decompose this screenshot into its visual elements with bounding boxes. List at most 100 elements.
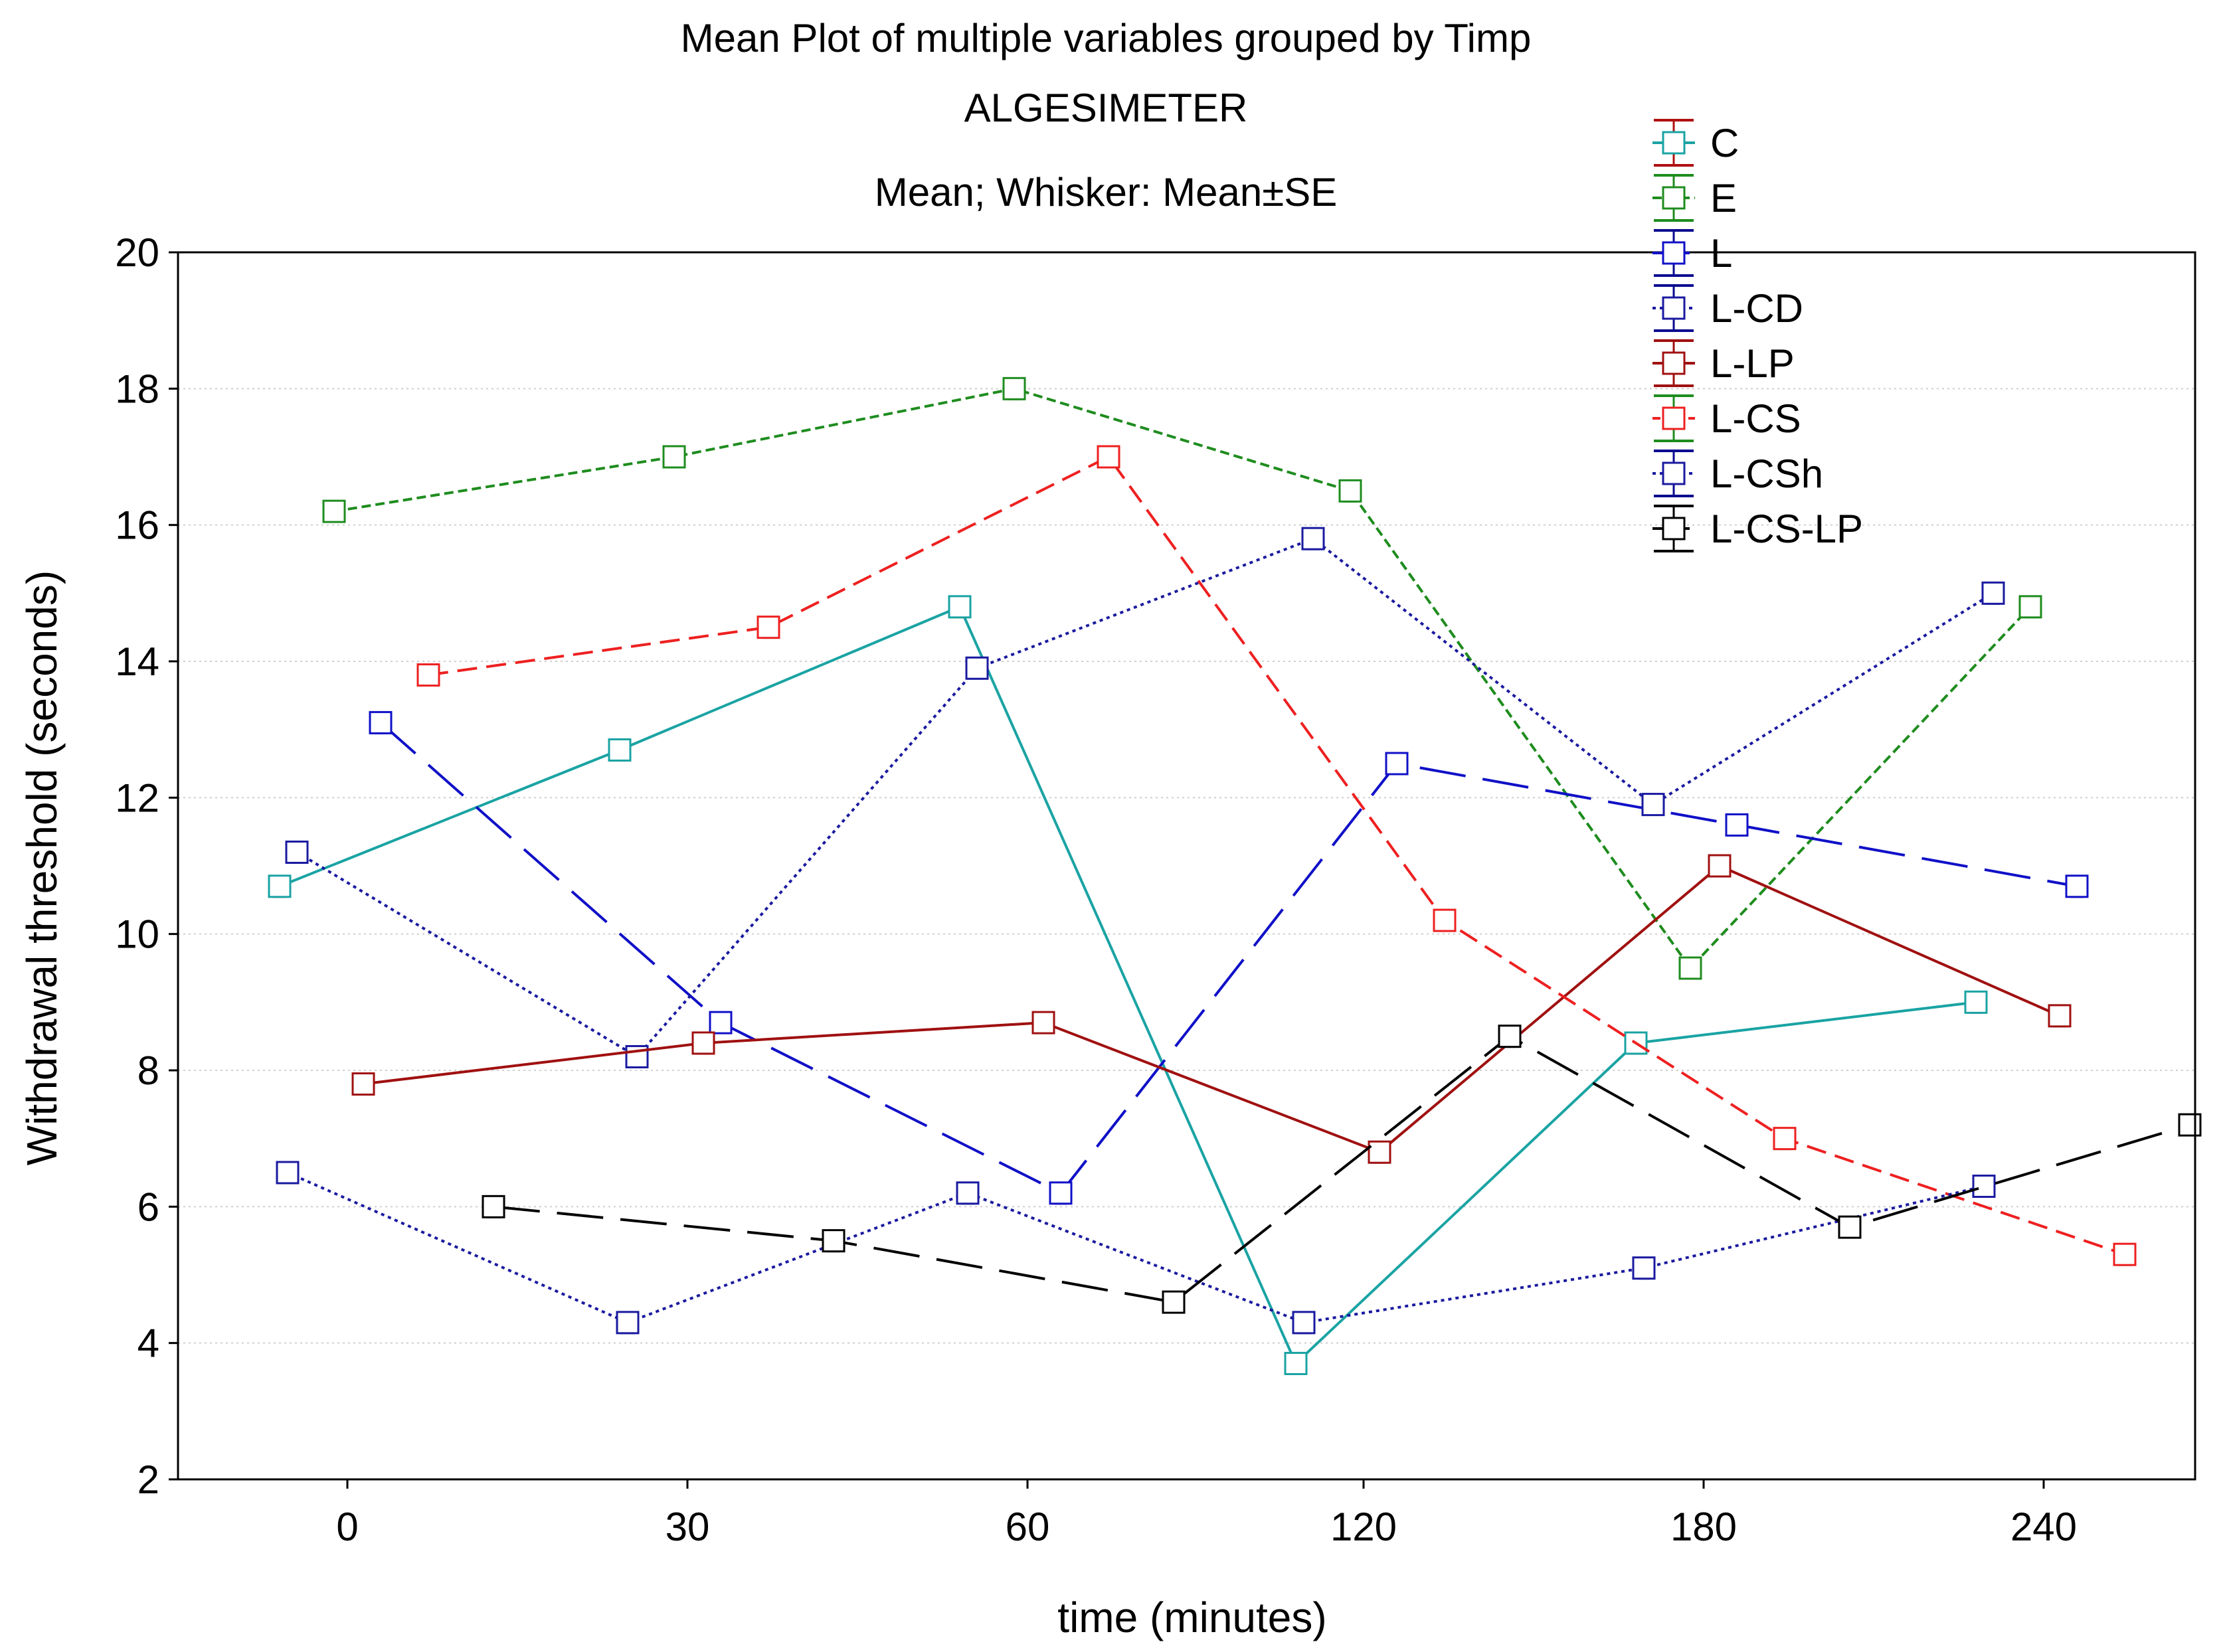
y-tick-label: 16: [115, 503, 159, 548]
x-axis-label: time (minutes): [1057, 1594, 1326, 1641]
legend-label: L-CS: [1710, 396, 1801, 441]
data-point: [1301, 527, 1325, 550]
series-e: [322, 376, 2042, 980]
data-point: [285, 840, 309, 864]
data-point: [1049, 1181, 1073, 1205]
x-tick-label: 240: [2010, 1505, 2077, 1549]
legend-item-l-cs: L-CS: [1652, 394, 1801, 442]
data-point: [1162, 1290, 1186, 1314]
legend-marker: [1662, 406, 1686, 430]
data-point: [1725, 813, 1749, 837]
legend-marker: [1662, 461, 1686, 485]
data-point: [482, 1195, 505, 1218]
axes: 2 4 6 8 10 12 14 16 18 20 0 30 60 120 180 240: [115, 230, 2196, 1549]
legend-item-e: E: [1652, 174, 1737, 222]
y-tick-label: 20: [115, 230, 159, 275]
series-c: [268, 595, 1988, 1375]
data-point: [822, 1229, 846, 1253]
legend-item-l-cs-lp: L-CS-LP: [1652, 505, 1863, 552]
data-point: [2048, 1004, 2072, 1028]
data-point: [1981, 581, 2005, 605]
data-point: [268, 874, 292, 898]
x-tick-label: 30: [666, 1505, 710, 1549]
series-lines: [268, 376, 2202, 1375]
series-line: [493, 1034, 2190, 1304]
data-point: [1498, 1025, 1522, 1048]
data-point: [608, 738, 632, 762]
data-point: [948, 595, 972, 619]
legend-marker: [1662, 241, 1686, 265]
y-tick-label: 10: [115, 912, 159, 957]
chart-subtitle: ALGESIMETER: [964, 86, 1248, 130]
data-point: [1284, 1351, 1308, 1375]
chart-title: Mean Plot of multiple variables grouped …: [681, 16, 1532, 60]
series-line: [333, 387, 2032, 971]
series-l-cs-lp: [482, 1025, 2202, 1314]
data-point: [956, 1181, 980, 1205]
data-point: [1972, 1175, 1996, 1198]
data-point: [1708, 854, 1732, 878]
data-point: [1338, 479, 1362, 503]
series-line: [296, 537, 1995, 1059]
data-point: [1031, 1011, 1055, 1034]
series-l-csh: [276, 1161, 1996, 1335]
y-tick-label: 8: [137, 1048, 159, 1093]
legend-marker: [1662, 186, 1686, 210]
grid-lines: [178, 388, 2195, 1344]
legend-item-l-csh: L-CSh: [1652, 450, 1823, 497]
data-point: [1097, 445, 1120, 469]
data-point: [1773, 1127, 1797, 1151]
series-l-cs: [416, 445, 2137, 1266]
data-point: [709, 1011, 733, 1034]
data-point: [1632, 1256, 1656, 1280]
data-point: [1292, 1311, 1316, 1335]
data-point: [1678, 956, 1702, 980]
y-tick-label: 14: [115, 639, 159, 684]
data-point: [2113, 1242, 2137, 1266]
y-tick-label: 18: [115, 367, 159, 411]
series-line: [279, 605, 1977, 1366]
chart-subtitle-2: Mean; Whisker: Mean±SE: [875, 170, 1338, 214]
data-point: [416, 663, 440, 687]
data-point: [1433, 908, 1457, 932]
data-point: [662, 445, 686, 469]
y-tick-label: 2: [137, 1457, 159, 1502]
series-l-lp: [351, 854, 2072, 1164]
data-point: [1368, 1140, 1391, 1164]
plot-frame: [177, 251, 2196, 1481]
legend-label: L-LP: [1710, 341, 1795, 386]
data-point: [1641, 793, 1665, 817]
data-point: [276, 1161, 300, 1185]
y-tick-label: 4: [137, 1321, 159, 1366]
legend-label: E: [1710, 176, 1737, 220]
y-axis-label: Withdrawal threshold (seconds): [18, 570, 66, 1165]
data-point: [322, 499, 346, 523]
data-point: [1964, 990, 1988, 1014]
legend-item-l: L: [1652, 229, 1732, 277]
y-tick-label: 6: [137, 1185, 159, 1229]
legend-label: L-CS-LP: [1710, 507, 1863, 551]
y-tick-label: 12: [115, 776, 159, 820]
legend-label: L: [1710, 231, 1732, 276]
series-line: [428, 455, 2125, 1256]
data-point: [351, 1072, 375, 1096]
x-tick-label: 180: [1670, 1505, 1737, 1549]
legend: CEL L-CD L-LP L-CS L-CSh L-CS-LP: [1652, 119, 1863, 552]
data-point: [691, 1031, 715, 1055]
legend-marker: [1662, 296, 1686, 320]
x-tick-label: 0: [336, 1505, 358, 1549]
x-tick-label: 120: [1330, 1505, 1397, 1549]
data-point: [616, 1311, 640, 1335]
series-l-cd: [285, 527, 2005, 1068]
data-point: [1385, 752, 1409, 776]
legend-item-l-lp: L-LP: [1652, 339, 1795, 387]
data-point: [756, 616, 780, 639]
legend-label: L-CD: [1710, 286, 1803, 331]
data-point: [369, 710, 393, 734]
series-l: [369, 710, 2089, 1205]
data-point: [1002, 376, 1026, 400]
data-point: [2178, 1113, 2202, 1137]
data-point: [2065, 874, 2089, 898]
legend-item-l-cd: L-CD: [1652, 284, 1803, 332]
